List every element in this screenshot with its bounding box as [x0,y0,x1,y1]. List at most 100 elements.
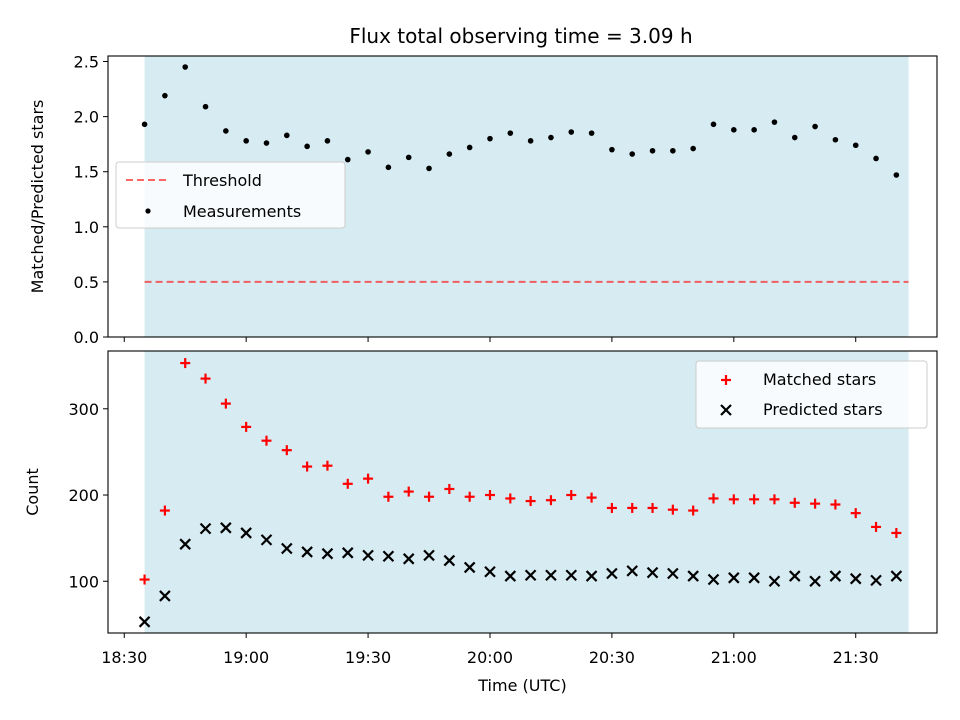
matched-star-point [241,421,252,432]
predicted-star-point [809,575,821,588]
legend-matched-swatch [721,375,731,385]
predicted-stars-points [138,522,903,628]
legend-predicted-marker [720,404,732,416]
ratio-x-ticks [123,337,857,342]
matched-star-point [322,460,333,471]
count-axes-frame [107,350,938,634]
predicted-star-point [301,546,313,558]
predicted-star-point [524,569,537,581]
measurement-point [527,138,534,144]
legend-measurements-label: Measurements [183,202,301,221]
matched-star-point [302,461,313,472]
predicted-star-point [484,565,496,578]
predicted-star-point [220,522,232,534]
predicted-star-point [849,572,862,585]
matched-star-point [891,527,902,538]
predicted-star-point [423,549,435,562]
matched-star-point [667,504,678,515]
measurement-point [141,121,148,128]
measurement-point [507,130,514,136]
measurement-point [852,142,859,149]
measurement-point [162,92,168,99]
measurement-point [365,149,371,155]
matched-star-point [647,502,658,513]
count-y-tick-label: 200 [68,486,99,505]
measurement-point [609,146,615,153]
matched-star-point [139,574,150,585]
matched-star-point [586,492,597,503]
matched-star-point [342,478,353,489]
measurement-point [670,147,676,154]
predicted-star-point [829,570,842,582]
matched-star-point [871,521,882,532]
matched-star-point [281,445,292,456]
matched-star-point [484,490,495,501]
measurement-point [324,138,331,144]
ratio-y-tick-label: 1.5 [74,163,99,182]
measurement-point [426,165,432,172]
predicted-star-point [626,565,638,577]
measurement-point [385,164,392,171]
count-y-tick-label: 100 [68,572,99,591]
ratio-y-tick-label: 2.0 [74,108,99,127]
measurement-point [568,129,575,135]
predicted-star-point [870,574,882,587]
predicted-star-point [159,590,171,602]
ratio-axes-frame [107,55,938,338]
legend-predicted-label: Predicted stars [763,400,883,419]
measurement-point [304,143,310,150]
measurement-points [141,64,900,178]
matched-star-point [769,494,780,505]
predicted-star-point [748,572,760,584]
measurement-point [873,155,879,162]
measurement-point [832,136,839,143]
matched-star-point [464,491,475,502]
count-y-axis: 100 200 300 [68,400,108,591]
measurement-point [243,138,249,144]
measurement-point [202,103,209,110]
matched-star-point [789,497,800,508]
matched-star-point [728,494,739,505]
measurement-point [629,151,636,157]
legend-threshold-label: Threshold [182,171,262,190]
ratio-y-axis-label: Matched/Predicted stars [28,100,47,294]
measurement-point [893,172,900,178]
measurement-point [466,144,473,151]
matched-star-point [810,498,821,509]
count-legend: Matched stars Predicted stars [695,360,928,429]
legend-predicted-swatch [720,404,732,416]
measurement-point [223,128,229,134]
matched-star-point [688,505,699,516]
count-y-axis-label: Count [23,468,42,516]
predicted-star-point [585,570,598,582]
ratio-y-tick-label: 0.5 [74,273,99,292]
predicted-star-point [443,554,456,567]
matched-star-point [708,493,719,504]
matched-star-point [180,358,191,369]
measurement-point [731,127,737,133]
time-x-tick-label: 21:30 [833,648,879,667]
matched-star-point [363,473,374,484]
measurement-point [649,147,656,154]
time-x-tick-label: 19:00 [223,648,269,667]
matched-star-point [505,493,516,504]
time-x-tick-label: 21:00 [711,648,757,667]
predicted-star-point [545,569,557,581]
matched-star-point [261,435,272,446]
measurement-point [588,130,595,136]
matched-star-point [566,490,577,501]
predicted-star-point [138,616,151,628]
measurement-point [791,134,798,141]
measurement-point [812,123,818,130]
predicted-star-point [687,570,699,582]
time-x-axis-label: Time (UTC) [477,676,566,695]
measurement-point [182,64,189,70]
measurement-point [771,119,778,125]
ratio-y-tick-label: 1.0 [74,218,99,237]
measurement-point [263,140,270,146]
matched-star-point [830,499,841,510]
predicted-star-point [362,549,374,562]
measurement-point [548,134,554,141]
time-x-axis: 18:30 19:00 19:30 20:00 20:30 21:00 21:30 [101,633,879,667]
